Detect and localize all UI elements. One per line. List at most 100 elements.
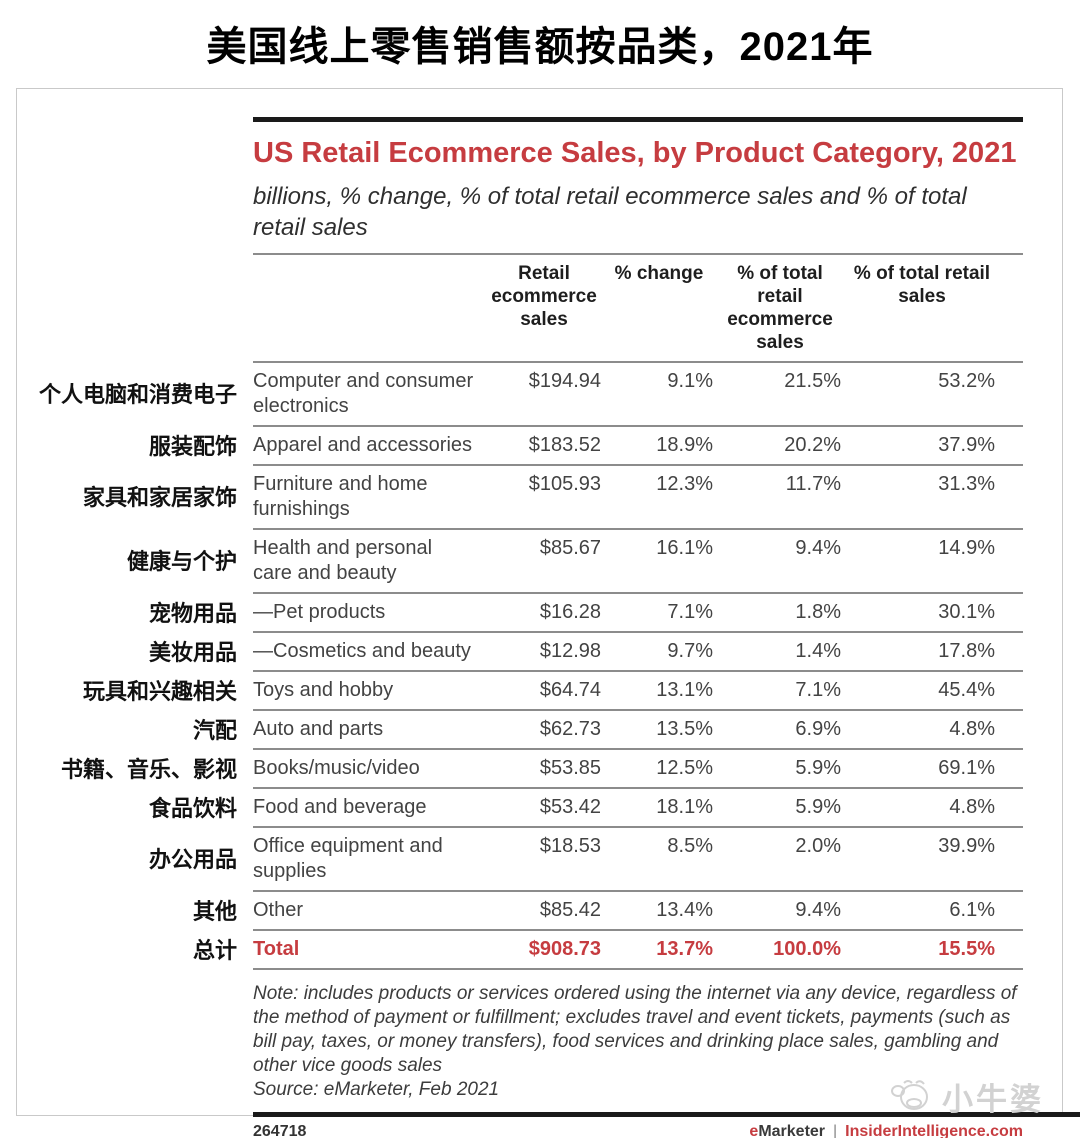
retail-ecommerce-sales-cell: $64.74 bbox=[539, 679, 601, 701]
pct-total-ecommerce-cell: 21.5% bbox=[784, 370, 841, 392]
row-label-cn: 汽配 bbox=[192, 717, 237, 743]
insider-intelligence-link[interactable]: InsiderIntelligence.com bbox=[845, 1123, 1023, 1138]
category-cell: Toys and hobby bbox=[253, 679, 394, 701]
table-row-cells: Auto and parts $62.73 13.5% 6.9% 4.8% bbox=[253, 711, 1023, 750]
retail-ecommerce-sales-cell: $85.67 bbox=[539, 537, 601, 559]
table-body: 个人电脑和消费电子 Computer and consumer electroni… bbox=[37, 363, 1023, 970]
pct-total-retail-cell: 15.5% bbox=[938, 938, 995, 960]
pct-total-retail-cell: 17.8% bbox=[938, 640, 995, 662]
pct-total-ecommerce-cell: 1.4% bbox=[795, 640, 841, 662]
pct-total-retail-cell: 37.9% bbox=[938, 434, 995, 456]
retail-ecommerce-sales-cell: $62.73 bbox=[539, 718, 601, 740]
pct-total-retail-cell: 39.9% bbox=[938, 835, 995, 857]
pct-change-cell: 7.1% bbox=[667, 601, 713, 623]
brand-lockup: eMarketer | InsiderIntelligence.com bbox=[749, 1123, 1023, 1138]
table-row-cells: Furniture and home furnishings $105.93 12.… bbox=[253, 466, 1023, 530]
pct-total-retail-cell: 69.1% bbox=[938, 757, 995, 779]
category-cell: Computer and consumer electronics bbox=[253, 370, 474, 417]
category-cell: Furniture and home furnishings bbox=[253, 473, 428, 520]
pct-change-header: % change bbox=[614, 263, 704, 284]
table-row: 服装配饰 Apparel and accessories $183.52 18.9% 2… bbox=[37, 427, 1023, 466]
row-label-cn: 总计 bbox=[192, 937, 237, 963]
table-row: 汽配 Auto and parts $62.73 13.5% 6.9% 4.8% bbox=[37, 711, 1023, 750]
retail-ecommerce-sales-cell: $12.98 bbox=[539, 640, 601, 662]
pct-total-retail-cell: 4.8% bbox=[949, 796, 995, 818]
retail-ecommerce-sales-cell: $16.28 bbox=[539, 601, 601, 623]
table-row-cells: Other $85.42 13.4% 9.4% 6.1% bbox=[253, 892, 1023, 931]
header-spacer bbox=[37, 253, 253, 363]
category-cell: Office equipment and supplies bbox=[253, 835, 443, 882]
data-table: Retail ecommerce sales % change % of tot… bbox=[37, 253, 1023, 970]
pct-total-retail-cell: 6.1% bbox=[949, 899, 995, 921]
pct-total-ecommerce-cell: 2.0% bbox=[795, 835, 841, 857]
pct-change-cell: 13.1% bbox=[656, 679, 713, 701]
row-label-cn: 服装配饰 bbox=[148, 433, 237, 459]
pct-change-cell: 13.4% bbox=[656, 899, 713, 921]
pct-total-ecommerce-cell: 100.0% bbox=[773, 938, 841, 960]
retail-ecommerce-sales-cell: $53.85 bbox=[539, 757, 601, 779]
row-label-cn: 宠物用品 bbox=[148, 600, 237, 626]
row-label-cn: 个人电脑和消费电子 bbox=[38, 382, 237, 407]
pct-total-retail-cell: 4.8% bbox=[949, 718, 995, 740]
pct-total-ecommerce-cell: 11.7% bbox=[785, 473, 841, 495]
pct-change-cell: 9.7% bbox=[667, 640, 713, 662]
table-row: 食品饮料 Food and beverage $53.42 18.1% 5.9% 4.8% bbox=[37, 789, 1023, 828]
category-cell: Other bbox=[253, 899, 304, 921]
pct-total-ecommerce-cell: 5.9% bbox=[795, 757, 841, 779]
pct-change-cell: 12.3% bbox=[656, 473, 713, 495]
pct-change-cell: 18.1% bbox=[656, 796, 713, 818]
table-row: 书籍、音乐、影视 Books/music/video $53.85 12.5% 5.9%… bbox=[37, 750, 1023, 789]
table-row: 玩具和兴趣相关 Toys and hobby $64.74 13.1% 7.1% 45.4… bbox=[37, 672, 1023, 711]
chart-subtitle: billions, % change, % of total retail ec… bbox=[253, 183, 967, 241]
chart-title: US Retail Ecommerce Sales, by Product Ca… bbox=[253, 137, 1017, 169]
category-cell: Health and personal care and beauty bbox=[253, 537, 433, 584]
pct-total-ecommerce-cell: 5.9% bbox=[795, 796, 841, 818]
row-label-cn: 健康与个护 bbox=[126, 549, 237, 574]
row-label-cn: 食品饮料 bbox=[148, 795, 237, 821]
category-cell: Books/music/video bbox=[253, 757, 420, 779]
retail-ecommerce-sales-header: Retail ecommerce sales bbox=[491, 263, 597, 330]
category-cell: —Pet products bbox=[253, 601, 386, 623]
page-title: 美国线上零售销售额按品类，2021年 bbox=[206, 25, 874, 69]
pct-change-cell: 13.5% bbox=[656, 718, 713, 740]
row-label-cn: 家具和家居家饰 bbox=[82, 485, 237, 510]
pct-total-retail-cell: 31.3% bbox=[938, 473, 995, 495]
table-header-cells: Retail ecommerce sales % change % of tot… bbox=[253, 253, 1023, 363]
pct-total-ecommerce-cell: 9.4% bbox=[795, 899, 841, 921]
pct-total-retail-cell: 14.9% bbox=[938, 537, 995, 559]
retail-ecommerce-sales-cell: $85.42 bbox=[539, 899, 601, 921]
pct-total-retail-cell: 30.1% bbox=[938, 601, 995, 623]
chart-card: US Retail Ecommerce Sales, by Product Ca… bbox=[16, 88, 1080, 1138]
retail-ecommerce-sales-cell: $908.73 bbox=[528, 938, 601, 960]
table-row: 健康与个护 Health and personal care and beauty… bbox=[37, 530, 1023, 594]
category-cell: —Cosmetics and beauty bbox=[253, 640, 471, 662]
pct-total-retail-cell: 45.4% bbox=[938, 679, 995, 701]
table-row-cells: Books/music/video $53.85 12.5% 5.9% 69.1% bbox=[253, 750, 1023, 789]
footnote: Note: includes products or services orde… bbox=[253, 982, 1023, 1102]
retail-ecommerce-sales-cell: $183.52 bbox=[528, 434, 601, 456]
emarketer-logo: eMarketer bbox=[749, 1123, 826, 1138]
category-cell: Total bbox=[253, 938, 300, 960]
category-cell: Auto and parts bbox=[253, 718, 384, 740]
row-label-cn: 办公用品 bbox=[148, 847, 237, 872]
pct-change-cell: 13.7% bbox=[656, 938, 713, 960]
row-label-cn: 玩具和兴趣相关 bbox=[82, 678, 237, 704]
chart-id: 264718 bbox=[253, 1123, 307, 1138]
pct-total-ecommerce-cell: 6.9% bbox=[795, 718, 841, 740]
pct-total-ecommerce-cell: 9.4% bbox=[795, 537, 841, 559]
row-label-cn: 其他 bbox=[192, 898, 237, 924]
retail-ecommerce-sales-cell: $194.94 bbox=[528, 370, 601, 392]
category-cell: Food and beverage bbox=[253, 796, 427, 818]
table-row-cells: Total $908.73 13.7% 100.0% 15.5% bbox=[253, 931, 1023, 970]
chart-container: US Retail Ecommerce Sales, by Product Ca… bbox=[37, 117, 1080, 1138]
watermark-text: 小牛婆 bbox=[942, 1082, 1044, 1117]
note-text: Note: includes products or services orde… bbox=[253, 983, 1017, 1076]
cow-logo-icon bbox=[891, 1079, 928, 1110]
category-cell: Apparel and accessories bbox=[253, 434, 473, 456]
pct-change-cell: 9.1% bbox=[667, 370, 713, 392]
table-row-cells: Office equipment and supplies $18.53 8.5% 2… bbox=[253, 828, 1023, 892]
retail-ecommerce-sales-cell: $105.93 bbox=[528, 473, 601, 495]
table-row: 宠物用品 —Pet products $16.28 7.1% 1.8% 30.1% bbox=[37, 594, 1023, 633]
chart-footer: 264718 eMarketer | InsiderIntelligence.c… bbox=[253, 1123, 1023, 1138]
table-row-cells: Health and personal care and beauty $85.6… bbox=[253, 530, 1023, 594]
